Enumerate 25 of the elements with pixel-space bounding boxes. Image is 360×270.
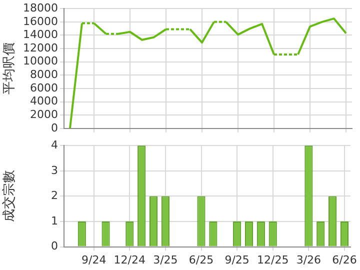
y-tick-label: 6000 [30, 81, 58, 94]
x-tick-label: 12/24 [114, 253, 146, 266]
y-tick-label: 4000 [30, 94, 58, 108]
x-tick-label: 9/24 [81, 253, 106, 266]
y-tick-label: 10000 [23, 54, 58, 68]
y-tick-label: 18000 [23, 1, 58, 14]
y-tick-label: 4 [51, 138, 58, 152]
y-tick-label: 3 [51, 164, 58, 177]
y-axis-title: 平均呎價 [2, 42, 18, 94]
x-tick-label: 3/25 [153, 253, 178, 266]
y-axis-title: 成交宗數 [1, 170, 18, 222]
y-tick-label: 0 [51, 240, 58, 253]
y-tick-label: 1 [51, 214, 58, 228]
y-tick-label: 16000 [23, 14, 58, 28]
x-tick-label: 6/25 [188, 253, 214, 266]
x-tick-label: 12/25 [257, 253, 289, 266]
x-tick-label: 6/26 [332, 253, 357, 266]
y-tick-label: 2000 [30, 108, 58, 121]
y-tick-label: 2 [51, 189, 58, 202]
x-tick-label: 3/26 [296, 253, 322, 266]
y-tick-label: 14000 [23, 28, 58, 42]
y-tick-label: 0 [51, 121, 58, 134]
y-tick-label: 12000 [23, 41, 58, 54]
y-tick-label: 8000 [30, 68, 58, 82]
x-tick-label: 9/25 [224, 253, 250, 266]
